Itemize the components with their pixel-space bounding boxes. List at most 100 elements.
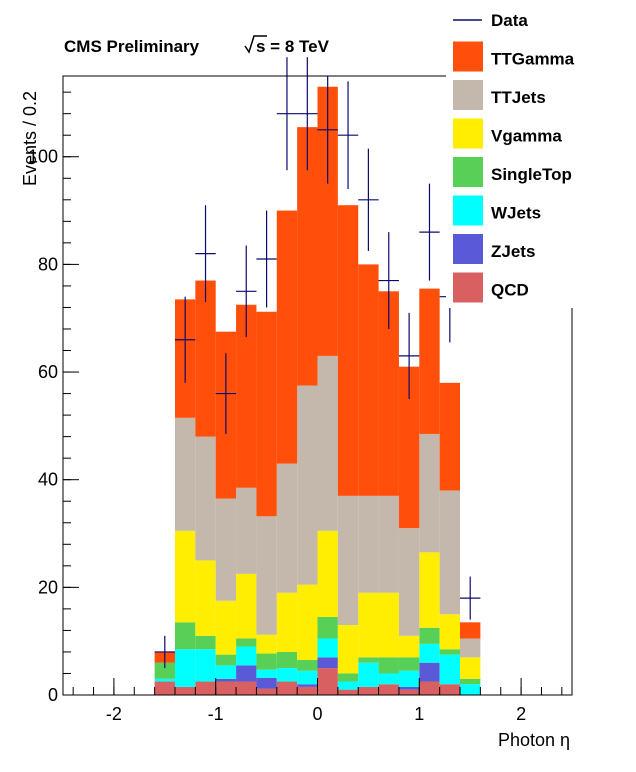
bar-wjets-14 — [439, 654, 461, 685]
bar-wjets-4 — [236, 646, 257, 666]
y-tick-label: 100 — [28, 147, 58, 167]
legend-entry-data: Data — [453, 11, 528, 30]
bar-zjets-8 — [317, 657, 338, 669]
legend-entry-singletop: SingleTop — [453, 157, 572, 187]
bar-zjets-5 — [256, 677, 277, 689]
bar-ttjets-14 — [439, 490, 461, 615]
bar-vgamma-3 — [215, 600, 237, 655]
header-text: CMS Preliminary — [64, 37, 200, 56]
bar-zjets-3 — [215, 678, 237, 682]
data-point-8 — [317, 76, 338, 184]
bar-wjets-8 — [317, 638, 338, 658]
bar-singletop-3 — [215, 654, 237, 666]
bar-vgamma-7 — [297, 584, 318, 661]
data-point-5 — [256, 210, 277, 308]
legend-entry-zjets: ZJets — [453, 234, 535, 264]
bar-singletop-10 — [358, 657, 379, 663]
bar-ttgamma-15 — [460, 622, 481, 639]
bar-ttgamma-2 — [195, 280, 216, 437]
bar-wjets-13 — [419, 643, 440, 663]
bar-wjets-10 — [358, 662, 379, 687]
bar-vgamma-10 — [358, 592, 379, 658]
legend-label: Vgamma — [491, 127, 562, 146]
bar-qcd-3 — [215, 681, 237, 695]
bar-singletop-6 — [276, 651, 298, 669]
data-point-0 — [154, 635, 175, 669]
bar-singletop-11 — [378, 657, 399, 674]
bar-vgamma-4 — [236, 573, 257, 639]
bar-wjets-7 — [297, 670, 318, 685]
bar-ttjets-10 — [358, 495, 379, 593]
legend-label: QCD — [491, 281, 529, 300]
bar-qcd-11 — [378, 684, 399, 695]
sqrt-s-label: s = 8 TeV — [244, 35, 330, 56]
y-tick-label: 40 — [38, 470, 58, 490]
x-tick-label: 0 — [312, 704, 322, 724]
data-point-11 — [378, 232, 399, 329]
bar-qcd-12 — [398, 689, 420, 695]
histogram-stack — [154, 86, 481, 695]
bar-ttgamma-9 — [337, 205, 359, 496]
legend-label: Data — [491, 11, 528, 30]
bar-ttjets-1 — [174, 417, 196, 531]
bar-vgamma-12 — [398, 635, 420, 658]
bar-ttjets-13 — [419, 433, 440, 553]
bar-qcd-1 — [174, 686, 196, 695]
bar-zjets-7 — [297, 684, 318, 687]
bar-singletop-12 — [398, 657, 420, 671]
bar-singletop-1 — [174, 622, 196, 650]
bar-singletop-15 — [460, 678, 481, 685]
bar-ttjets-12 — [398, 528, 420, 636]
bar-ttjets-2 — [195, 436, 216, 561]
bar-ttjets-6 — [276, 463, 298, 593]
bar-singletop-5 — [256, 653, 277, 670]
bar-qcd-13 — [419, 681, 440, 695]
legend-entry-wjets: WJets — [453, 195, 541, 226]
bar-singletop-4 — [236, 638, 257, 647]
bar-ttjets-4 — [236, 487, 257, 574]
y-tick-label: 20 — [38, 577, 58, 597]
bar-wjets-11 — [378, 673, 399, 685]
bar-vgamma-2 — [195, 560, 216, 636]
bar-wjets-5 — [256, 669, 277, 678]
bar-vgamma-14 — [439, 614, 461, 650]
legend-label: TTGamma — [491, 50, 575, 69]
legend-label: ZJets — [491, 242, 535, 261]
bar-qcd-14 — [439, 684, 461, 695]
bar-vgamma-5 — [256, 634, 277, 654]
bar-ttjets-11 — [378, 495, 399, 593]
bar-ttgamma-8 — [317, 86, 338, 356]
bar-qcd-9 — [337, 689, 359, 695]
bar-vgamma-8 — [317, 530, 338, 617]
bar-qcd-10 — [358, 686, 379, 695]
bar-ttgamma-5 — [256, 311, 277, 517]
bar-singletop-2 — [195, 635, 216, 650]
bar-qcd-7 — [297, 686, 318, 695]
bar-singletop-7 — [297, 660, 318, 671]
bar-zjets-12 — [398, 686, 420, 690]
legend-entry-ttjets: TTJets — [453, 80, 546, 110]
data-point-3 — [215, 353, 237, 434]
bar-qcd-2 — [195, 681, 216, 695]
bar-wjets-3 — [215, 665, 237, 679]
data-point-10 — [358, 148, 379, 251]
bar-vgamma-1 — [174, 530, 196, 623]
bar-ttgamma-4 — [236, 304, 257, 488]
bar-ttjets-3 — [215, 498, 237, 601]
bar-vgamma-11 — [378, 592, 399, 658]
data-point-12 — [398, 312, 420, 399]
data-point-9 — [337, 81, 359, 190]
bar-qcd-8 — [317, 668, 338, 695]
bar-ttgamma-10 — [358, 264, 379, 496]
x-axis-title: Photon η — [498, 730, 570, 750]
data-point-2 — [195, 205, 216, 303]
bar-wjets-0 — [154, 678, 175, 682]
legend-label: TTJets — [491, 88, 546, 107]
bar-qcd-5 — [256, 688, 277, 695]
data-point-4 — [236, 245, 257, 338]
bar-ttgamma-14 — [439, 382, 461, 491]
legend-entry-qcd: QCD — [453, 272, 529, 303]
bar-wjets-9 — [337, 681, 359, 690]
